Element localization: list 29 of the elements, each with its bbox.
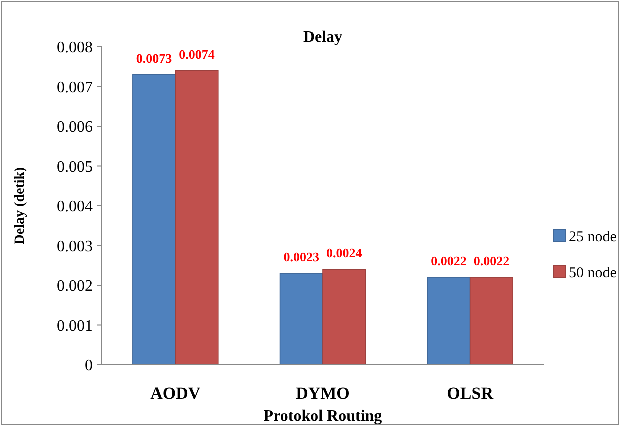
x-tick-label: DYMO (296, 384, 350, 403)
x-tick-label: OLSR (447, 384, 494, 403)
x-tick-label: AODV (150, 384, 202, 403)
x-axis-title: Protokol Routing (264, 408, 382, 425)
data-label: 0.0073 (136, 50, 173, 66)
y-tick-label: 0.004 (57, 198, 93, 216)
y-tick-label: 0.003 (57, 238, 93, 256)
chart-title: Delay (303, 29, 343, 46)
y-tick-label: 0.001 (57, 318, 93, 335)
bar (132, 74, 176, 366)
data-label: 0.0022 (474, 254, 510, 269)
y-tick-label: 0.008 (57, 40, 93, 57)
legend-label: 25 node (569, 229, 618, 246)
data-label: 0.0023 (284, 250, 320, 265)
bar (175, 70, 219, 366)
y-axis-title: Delay (detik) (13, 166, 28, 245)
y-tick-label: 0.006 (57, 119, 93, 136)
y-tick-label: 0.007 (57, 79, 93, 96)
bar (427, 277, 471, 366)
y-tick-label: 0 (85, 358, 93, 375)
legend-label: 50 node (569, 265, 618, 282)
bar (322, 269, 366, 366)
y-tick-label: 0.005 (57, 158, 93, 176)
bar (280, 273, 324, 366)
y-tick-label: 0.002 (57, 278, 93, 296)
data-label: 0.0024 (326, 246, 363, 261)
data-label: 0.0022 (431, 254, 467, 269)
bar (470, 277, 514, 366)
data-label: 0.0074 (179, 46, 216, 62)
